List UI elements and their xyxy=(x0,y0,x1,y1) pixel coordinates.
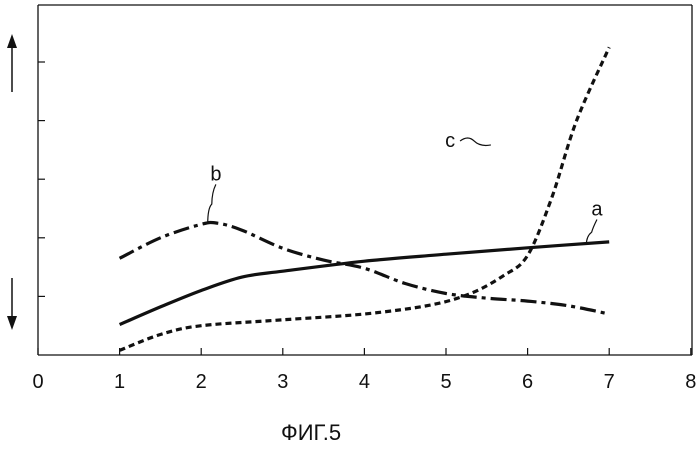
x-tick-label-1: 1 xyxy=(114,371,125,393)
x-tick-label-0: 0 xyxy=(32,371,43,393)
series-layer xyxy=(120,47,610,350)
down-arrow-head xyxy=(7,316,17,330)
leader-line-c xyxy=(460,138,491,146)
x-tick-label-5: 5 xyxy=(440,371,451,393)
x-tick-label-3: 3 xyxy=(277,371,288,393)
x-tick-label-2: 2 xyxy=(196,371,207,393)
down-arrow-icon xyxy=(7,278,17,330)
series-line-b xyxy=(120,222,610,314)
figure-caption: ФИГ.5 xyxy=(281,420,341,446)
labels-layer: a b c xyxy=(208,130,604,245)
series-line-a xyxy=(120,242,610,325)
x-tick-label-6: 6 xyxy=(522,371,533,393)
series-line-c xyxy=(120,47,610,350)
leader-line-a xyxy=(586,220,597,245)
x-tick-label-7: 7 xyxy=(604,371,615,393)
series-label-b: b xyxy=(210,163,221,185)
series-label-a: a xyxy=(591,199,603,221)
ticks: 0 1 2 3 4 5 6 7 8 xyxy=(32,62,696,393)
axes xyxy=(7,5,692,355)
series-label-c: c xyxy=(445,130,455,152)
leader-line-b xyxy=(208,184,216,223)
x-tick-label-8: 8 xyxy=(685,371,696,393)
up-arrow-icon xyxy=(7,34,17,92)
x-tick-label-4: 4 xyxy=(359,371,370,393)
up-arrow-head xyxy=(7,34,17,48)
